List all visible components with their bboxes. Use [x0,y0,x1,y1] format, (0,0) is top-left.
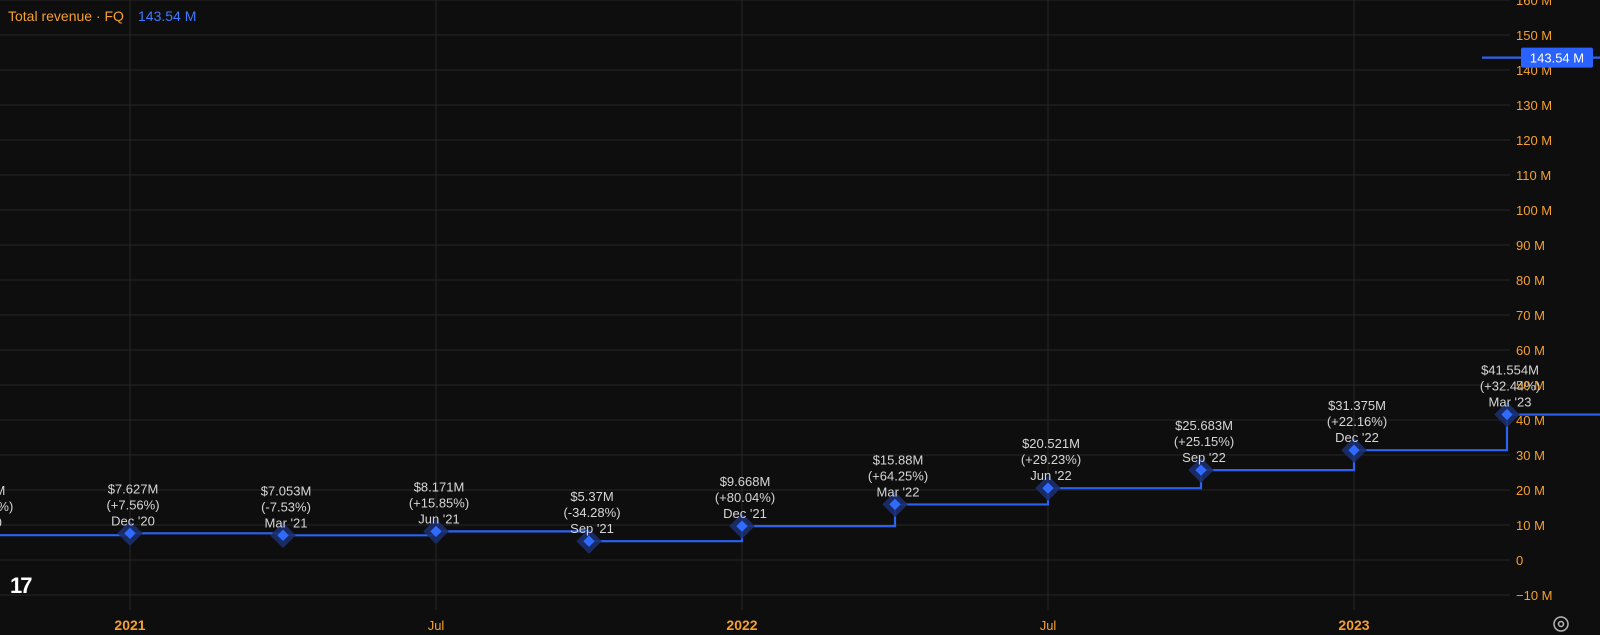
y-tick-label: 60 M [1516,343,1545,358]
data-label-period: Jun '21 [418,511,460,526]
x-tick-label: 2021 [114,617,145,633]
data-point[interactable] [1501,408,1513,421]
data-label-value: $15.88M [873,452,924,467]
data-point[interactable] [277,529,289,541]
data-label-period: Mar '21 [265,515,308,530]
points-layer [117,401,1520,554]
data-label-value: $8.171M [414,479,465,494]
data-label-group: $41.554M(+32.44%)Mar '23 [1480,363,1540,410]
x-tick-label: Jul [428,618,445,633]
data-label-group: $7.627M(+7.56%)Dec '20 [106,481,159,528]
logo-icon: 17 [10,573,32,598]
y-tick-label: 50 M [1516,378,1545,393]
data-label-change: (+32.44%) [1480,379,1540,394]
data-label-period: Sep '22 [1182,450,1226,465]
data-label-value: $41.554M [1481,363,1539,378]
legend[interactable]: Total revenue · FQ 143.54 M [8,8,196,24]
grid [0,0,1510,610]
settings-button[interactable] [1553,616,1569,632]
y-tick-label: 70 M [1516,308,1545,323]
x-tick-label: 2023 [1338,617,1369,633]
data-point[interactable] [1042,482,1054,494]
data-label-value: $20.521M [1022,436,1080,451]
data-label-group: $31.375M(+22.16%)Dec '22 [1327,398,1387,445]
data-label-group: $9.668M(+80.04%)Dec '21 [715,474,775,521]
y-tick-label: 80 M [1516,273,1545,288]
legend-title: Total revenue · FQ [8,8,124,24]
y-tick-label: 40 M [1516,413,1545,428]
x-axis: 2021Jul2022Jul2023Jul2024Jul2025 [114,617,1369,633]
data-label-period: Mar '22 [877,484,920,499]
data-label-group: $15.88M(+64.25%)Mar '22 [868,452,928,499]
data-point[interactable] [430,525,442,538]
x-tick-label: 2022 [726,617,757,633]
data-label-change: (-7.53%) [261,499,311,514]
data-label-change: (+25.15%) [1174,434,1234,449]
data-point[interactable] [889,498,901,511]
data-label-value: $9.668M [720,474,771,489]
data-label-period: Dec '21 [723,506,767,521]
y-tick-label: 120 M [1516,133,1552,148]
series-layer [0,56,1600,554]
logo[interactable]: 17 [10,573,34,598]
data-label-group: $25.683M(+25.15%)Sep '22 [1174,418,1234,465]
data-label-value: $25.683M [1175,418,1233,433]
data-labels: $7.091M(+209.11%)Sep '20$7.627M(+7.56%)D… [0,363,1540,537]
data-label-period: Jun '22 [1030,468,1072,483]
data-label-value: $7.053M [261,483,312,498]
y-tick-label: 30 M [1516,448,1545,463]
revenue-series-line [0,56,1600,554]
legend-value: 143.54 M [138,8,196,24]
y-tick-label: 160 M [1516,0,1552,8]
data-label-period: Sep '20 [0,515,2,530]
data-point[interactable] [1195,464,1207,476]
data-label-change: (+15.85%) [409,495,469,510]
y-tick-label: 110 M [1516,168,1551,183]
data-label-period: Mar '23 [1489,395,1532,410]
y-tick-label: 90 M [1516,238,1545,253]
y-tick-label: 10 M [1516,518,1545,533]
y-tick-label: 20 M [1516,483,1545,498]
data-label-change: (+7.56%) [106,497,159,512]
gear-icon-center [1557,620,1565,628]
data-label-change: (+29.23%) [1021,452,1081,467]
y-tick-label: 100 M [1516,203,1552,218]
data-label-period: Dec '22 [1335,430,1379,445]
data-label-period: Sep '21 [570,521,614,536]
y-axis: −10 M 0 10 M 20 M 30 M 40 M 50 M 60 M 70 M 80 M 90… [1516,0,1553,603]
last-value-badge: 143.54 M [1521,47,1593,68]
data-label-change: (-34.28%) [563,505,620,520]
y-tick-label: 0 [1516,553,1523,568]
last-value-badge-text: 143.54 M [1530,51,1584,66]
data-label-change: (+209.11%) [0,499,13,514]
data-label-group: $5.37M(-34.28%)Sep '21 [563,489,620,536]
data-point[interactable] [736,520,748,532]
y-tick-label: 130 M [1516,98,1552,113]
data-label-change: (+80.04%) [715,490,775,505]
data-label-value: $7.627M [108,481,159,496]
data-label-group: $7.091M(+209.11%)Sep '20 [0,483,13,530]
y-tick-label: 150 M [1516,28,1552,43]
data-label-value: $7.091M [0,483,5,498]
data-label-group: $20.521M(+29.23%)Jun '22 [1021,436,1081,483]
data-label-change: (+22.16%) [1327,414,1387,429]
data-label-group: $8.171M(+15.85%)Jun '21 [409,479,469,526]
data-label-group: $7.053M(-7.53%)Mar '21 [261,483,312,530]
data-point[interactable] [1348,444,1360,456]
data-label-period: Dec '20 [111,513,155,528]
data-label-change: (+64.25%) [868,468,928,483]
x-tick-label: Jul [1040,618,1057,633]
data-label-value: $5.37M [570,489,613,504]
last-value-badge-bg [1521,47,1593,68]
gear-icon [1553,616,1569,632]
data-point[interactable] [583,535,595,547]
y-tick-label: −10 M [1516,588,1553,603]
data-label-value: $31.375M [1328,398,1386,413]
